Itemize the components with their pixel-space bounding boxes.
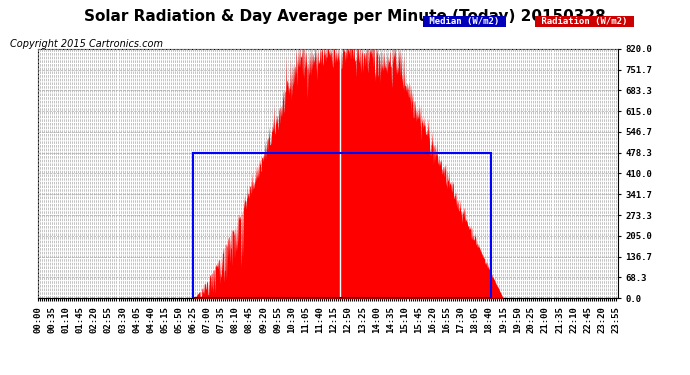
Bar xyxy=(193,153,491,298)
Text: Solar Radiation & Day Average per Minute (Today) 20150328: Solar Radiation & Day Average per Minute… xyxy=(84,9,606,24)
Text: Copyright 2015 Cartronics.com: Copyright 2015 Cartronics.com xyxy=(10,39,164,50)
Text: Median (W/m2): Median (W/m2) xyxy=(424,17,505,26)
Text: Radiation (W/m2): Radiation (W/m2) xyxy=(536,17,633,26)
